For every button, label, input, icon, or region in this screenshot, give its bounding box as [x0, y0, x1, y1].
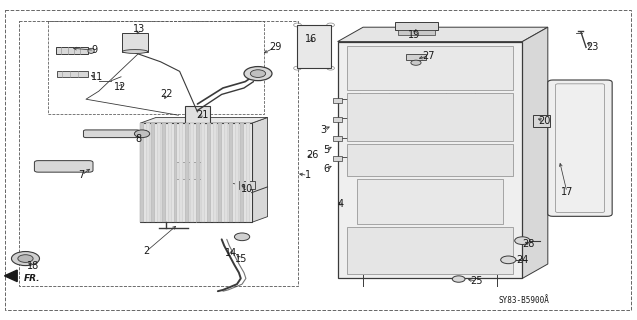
Polygon shape [252, 117, 268, 222]
Bar [297, 25, 331, 68]
Text: 8: 8 [136, 133, 142, 144]
Bar [190, 123, 194, 222]
Text: 17: 17 [561, 187, 573, 197]
Bar [207, 123, 211, 222]
Bar [235, 123, 239, 222]
Text: 2: 2 [143, 246, 150, 256]
Text: 16: 16 [304, 34, 317, 44]
Polygon shape [522, 27, 548, 278]
Bar [406, 54, 426, 60]
Bar [338, 42, 522, 278]
Ellipse shape [122, 50, 148, 53]
Text: 18: 18 [27, 260, 39, 271]
Text: FR.: FR. [24, 274, 40, 283]
Bar [175, 162, 201, 179]
Text: 14: 14 [224, 248, 237, 259]
Text: 5: 5 [323, 145, 329, 155]
Ellipse shape [88, 48, 94, 53]
Bar [201, 123, 205, 222]
Circle shape [452, 276, 465, 282]
Text: 24: 24 [516, 255, 529, 265]
Bar [122, 33, 148, 52]
Bar [218, 123, 222, 222]
Bar [56, 47, 88, 54]
Text: 21: 21 [196, 109, 209, 120]
Bar [333, 156, 342, 161]
Circle shape [244, 67, 272, 81]
Bar [140, 123, 144, 222]
Text: 6: 6 [323, 164, 329, 174]
Bar [48, 21, 264, 114]
Bar [162, 123, 166, 222]
Text: 11: 11 [90, 72, 103, 83]
Text: 1: 1 [304, 170, 311, 180]
Circle shape [234, 233, 250, 241]
Text: 10: 10 [241, 184, 254, 194]
Text: 13: 13 [132, 24, 145, 35]
Bar [57, 71, 88, 77]
Bar [347, 144, 513, 176]
Bar [246, 123, 250, 222]
Polygon shape [4, 270, 17, 282]
Text: 12: 12 [113, 82, 126, 92]
Circle shape [515, 237, 530, 244]
FancyBboxPatch shape [548, 80, 612, 216]
Polygon shape [140, 117, 268, 123]
Bar [185, 106, 210, 123]
Text: 20: 20 [538, 116, 550, 126]
Bar [185, 123, 189, 222]
Text: 4: 4 [338, 199, 344, 209]
Polygon shape [338, 27, 548, 42]
Text: 23: 23 [586, 42, 599, 52]
Text: SY83-B5900Å: SY83-B5900Å [498, 296, 549, 305]
Bar [157, 123, 161, 222]
Bar [395, 22, 438, 30]
Bar [347, 93, 513, 141]
Bar [213, 123, 217, 222]
Bar [333, 98, 342, 103]
Bar [152, 123, 155, 222]
Bar [146, 123, 150, 222]
Bar [140, 123, 252, 222]
Text: 27: 27 [422, 51, 434, 61]
Bar [179, 123, 183, 222]
Text: 22: 22 [161, 89, 173, 100]
Bar [19, 21, 298, 286]
Bar [301, 27, 327, 66]
FancyBboxPatch shape [34, 161, 93, 172]
Circle shape [411, 60, 421, 65]
Bar [241, 123, 245, 222]
FancyBboxPatch shape [83, 130, 140, 138]
Bar [533, 115, 550, 127]
Text: 26: 26 [306, 150, 318, 160]
Bar [357, 179, 503, 224]
Text: 29: 29 [269, 42, 282, 52]
Circle shape [18, 255, 33, 262]
Bar [168, 123, 172, 222]
Text: 9: 9 [91, 45, 97, 55]
Text: 15: 15 [234, 254, 247, 264]
Text: 25: 25 [470, 276, 483, 286]
Bar [196, 123, 200, 222]
Bar [224, 123, 227, 222]
Text: 28: 28 [522, 239, 535, 249]
Bar [347, 46, 513, 90]
Bar [333, 117, 342, 122]
Bar [173, 123, 178, 222]
Text: 3: 3 [320, 124, 327, 135]
Bar [347, 227, 513, 274]
Circle shape [501, 256, 516, 264]
Circle shape [11, 252, 39, 266]
Text: 19: 19 [408, 29, 420, 40]
Bar [398, 30, 435, 35]
Bar [333, 136, 342, 141]
Text: 7: 7 [78, 170, 85, 180]
Bar [239, 181, 255, 189]
Bar [229, 123, 233, 222]
Circle shape [134, 130, 150, 138]
Circle shape [250, 70, 266, 77]
